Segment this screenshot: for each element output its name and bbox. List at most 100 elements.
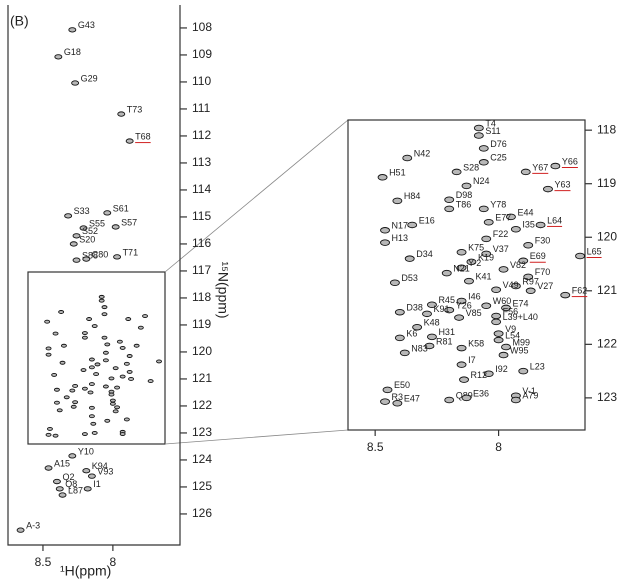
y-tick-label: 108: [192, 20, 212, 34]
peak-label: Y-2: [468, 258, 481, 268]
peak-label: L64: [547, 215, 562, 225]
peak: [483, 370, 494, 378]
peak-label: I46: [468, 291, 481, 301]
peak: [81, 335, 88, 340]
peak-label: R3: [392, 392, 404, 402]
peak: [44, 319, 51, 324]
peak: [52, 433, 59, 438]
peak-label: L23: [530, 361, 545, 371]
peak-label: I7: [468, 355, 476, 365]
peak: [60, 343, 67, 348]
peak-label: T71: [123, 247, 139, 257]
peak: [90, 421, 97, 426]
peak: [402, 154, 413, 162]
y-tick-label: 123: [192, 425, 212, 439]
peak: [473, 132, 484, 139]
peak: [108, 392, 115, 397]
peak-label: H13: [392, 233, 409, 243]
peak-label: E74: [513, 298, 529, 308]
peak-label: T73: [127, 104, 143, 114]
y-tick-label: 124: [192, 452, 212, 466]
peak: [104, 418, 111, 423]
peak-label: V-1: [522, 386, 536, 396]
x-axis-label: ¹H(ppm): [60, 563, 111, 579]
peak: [518, 257, 529, 265]
peak: [123, 361, 130, 366]
peak: [456, 344, 467, 352]
peak: [69, 241, 78, 247]
peak: [510, 396, 521, 404]
peak: [91, 324, 98, 328]
peak: [466, 258, 477, 266]
peak-label: N17: [392, 221, 409, 231]
y-axis-label: ¹⁵N(ppm): [215, 261, 231, 318]
peak: [380, 398, 390, 405]
peak-label: S61: [113, 203, 129, 213]
peak-label: I92: [495, 364, 508, 374]
peak: [109, 398, 116, 403]
peak: [16, 527, 25, 533]
y-tick-label: 122: [192, 398, 212, 412]
peak-label: S28: [463, 162, 479, 172]
peak-label: R81: [436, 336, 453, 346]
y-tick-label: 114: [192, 182, 211, 196]
peak: [550, 162, 561, 170]
peak-label: Y66: [562, 156, 578, 166]
peak-label: V37: [493, 244, 509, 254]
peak-label: E77: [495, 213, 511, 223]
peak: [444, 205, 455, 213]
peak-label: A-3: [26, 521, 40, 531]
peak: [478, 205, 489, 213]
peak: [55, 486, 64, 492]
peak: [441, 269, 452, 277]
peak: [501, 304, 511, 312]
peak: [426, 333, 437, 341]
peak: [382, 386, 393, 394]
peak-label: V27: [537, 281, 553, 291]
peak: [478, 159, 489, 166]
y-tick-label: 115: [192, 209, 211, 223]
peak: [114, 405, 121, 410]
peak-label: G18: [64, 47, 81, 57]
peak-label: G43: [78, 20, 95, 30]
peak-label: S55: [89, 218, 105, 228]
peak-label: H31: [438, 327, 455, 337]
peak: [88, 365, 95, 370]
peak: [108, 376, 115, 381]
peak-label: R12: [471, 370, 488, 380]
y-tick-label: 111: [192, 101, 211, 115]
peak-label: I1: [93, 479, 101, 489]
peak: [112, 366, 119, 371]
y-tick-label: 125: [192, 479, 212, 493]
zoom-line: [164, 119, 349, 273]
peak: [52, 331, 59, 336]
peak-label: Q8: [65, 479, 77, 489]
peak-label: R45: [438, 295, 455, 305]
peak: [575, 252, 586, 260]
peak: [88, 382, 95, 387]
peak: [525, 287, 536, 295]
y-tick-label: 119: [597, 176, 616, 190]
peak-label: V82: [510, 260, 526, 270]
peak-label: T68: [135, 131, 151, 141]
peak: [47, 426, 53, 431]
peak-label: S52: [82, 226, 98, 236]
peak: [82, 468, 91, 474]
peak-label: A79: [522, 390, 538, 400]
y-tick-label: 110: [192, 74, 211, 88]
peak: [44, 465, 53, 471]
peak-label: N42: [414, 148, 431, 158]
peak: [483, 219, 494, 226]
peak: [82, 256, 91, 262]
peak: [560, 291, 571, 299]
peak: [94, 362, 101, 367]
peak: [505, 213, 516, 221]
peak-label: N83: [411, 343, 428, 353]
peak: [81, 386, 88, 391]
peak: [88, 405, 95, 410]
peak: [70, 404, 77, 409]
peak: [119, 374, 126, 379]
peak: [142, 314, 148, 318]
peak-label: E44: [517, 207, 533, 217]
peak: [52, 478, 61, 485]
